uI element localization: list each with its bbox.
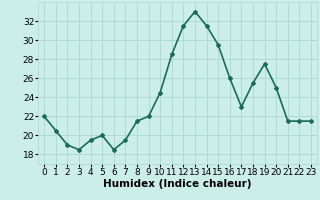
X-axis label: Humidex (Indice chaleur): Humidex (Indice chaleur) — [103, 179, 252, 189]
